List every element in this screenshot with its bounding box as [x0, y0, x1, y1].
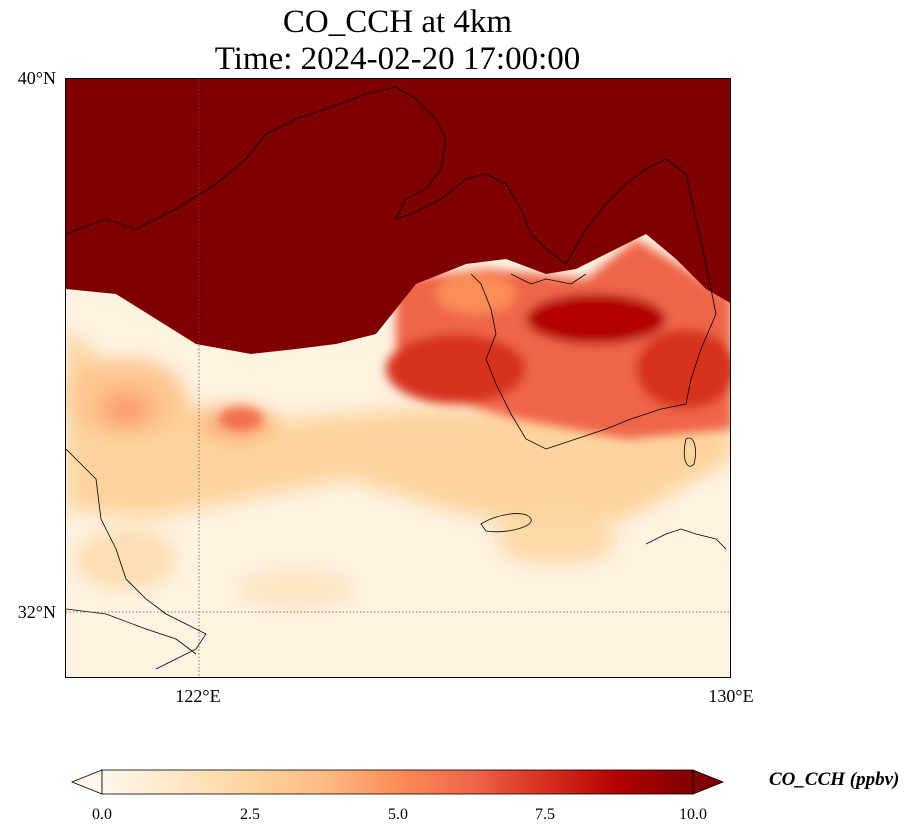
lat-label-40n: 40°N [17, 68, 56, 88]
field-saturated-region [66, 79, 730, 354]
colorbar-extend-max [692, 769, 725, 795]
concentration-map [66, 79, 730, 677]
field-high-patches [219, 239, 730, 439]
colorbar-tick-2-5: 2.5 [240, 806, 260, 823]
colorbar-tick-5: 5.0 [388, 806, 408, 823]
map-title-line2: Time: 2024-02-20 17:00:00 [214, 41, 581, 77]
lat-label-32n: 32°N [17, 602, 56, 622]
lon-label-130e: 130°E [708, 686, 754, 706]
colorbar-extend-min [70, 769, 103, 795]
lon-label-122e: 122°E [175, 686, 221, 706]
colorbar [70, 769, 725, 795]
colorbar-title: CO_CCH (ppbv) [769, 769, 900, 790]
colorbar-tick-7-5: 7.5 [535, 806, 555, 823]
field-low-mid-patches [66, 329, 730, 609]
coastlines [66, 86, 727, 670]
colorbar-tick-0: 0.0 [92, 806, 112, 823]
map-title-line1: CO_CCH at 4km [282, 4, 513, 40]
map-panel [65, 78, 731, 678]
colorbar-gradient [101, 769, 694, 795]
colorbar-tick-10: 10.0 [679, 806, 707, 823]
